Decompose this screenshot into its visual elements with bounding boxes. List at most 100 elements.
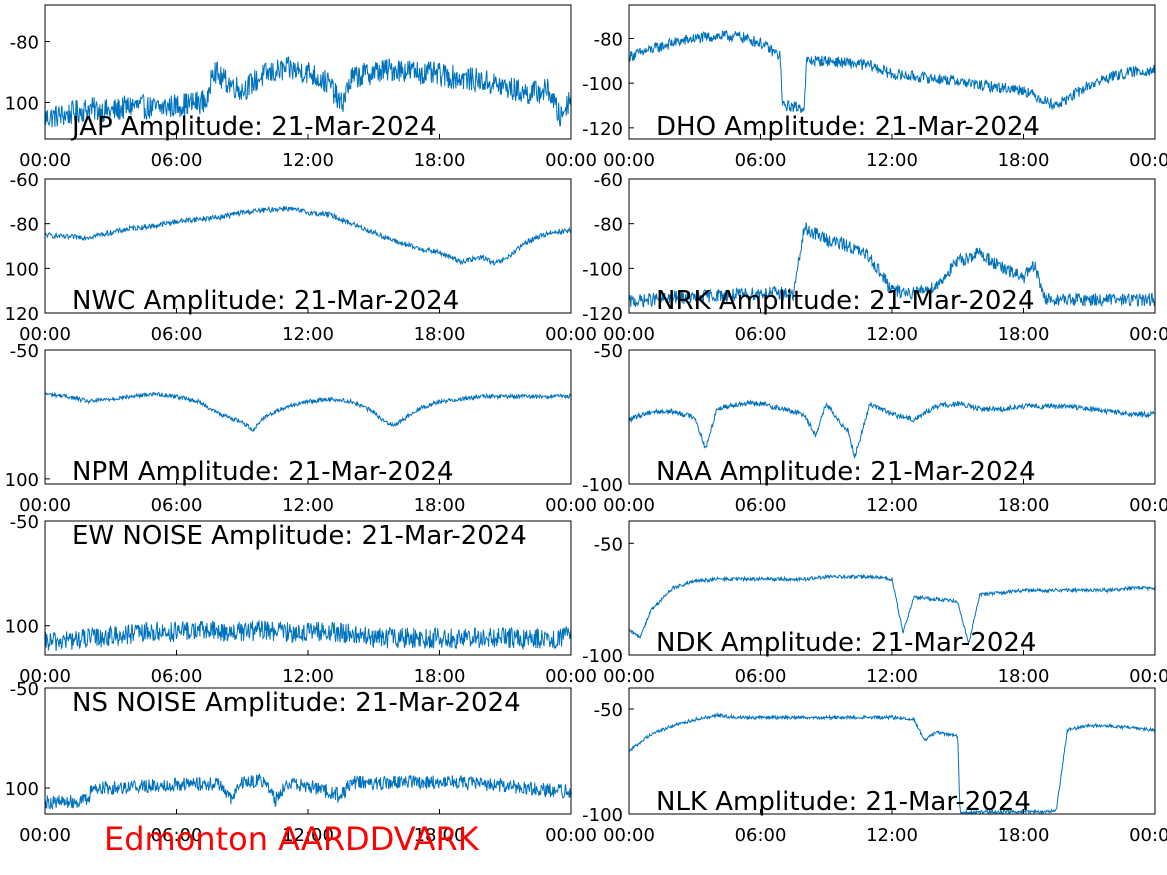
x-tick-label: 00:00	[19, 495, 71, 516]
y-tick-label: -50	[594, 534, 623, 555]
series-line	[45, 391, 571, 433]
x-tick-label: 12:00	[282, 495, 334, 516]
x-tick-label: 18:00	[998, 666, 1050, 687]
x-tick-label: 18:00	[414, 666, 466, 687]
x-tick-label: 00:00	[1129, 666, 1167, 687]
x-tick-label: 00:00	[1129, 495, 1167, 516]
y-tick-label: -80	[594, 30, 623, 51]
x-tick-label: 06:00	[735, 150, 787, 171]
x-tick-label: 00:00	[545, 324, 597, 345]
x-tick-label: 12:00	[866, 825, 918, 846]
x-tick-label: 00:00	[19, 324, 71, 345]
x-tick-label: 12:00	[282, 324, 334, 345]
y-tick-label: -120	[582, 119, 623, 140]
chart-panel-2: -80-100-12000:0006:0012:0018:0000:00DHO …	[582, 4, 1167, 171]
y-tick-label: -60	[10, 170, 39, 191]
x-tick-label: 06:00	[735, 324, 787, 345]
y-tick-label: -100	[582, 259, 623, 280]
chart-panel-9: -50 100 00:00 06:00 12:00 18:00 00:00 NS NOISE …	[5, 679, 597, 846]
series-line	[45, 56, 571, 128]
x-tick-label: 00:00	[545, 666, 597, 687]
chart-title: JAP Amplitude: 21-Mar-2024	[70, 112, 437, 142]
x-tick-label: 12:00	[282, 150, 334, 171]
series-line	[45, 620, 571, 652]
chart-title: NPM Amplitude: 21-Mar-2024	[72, 457, 454, 487]
chart-title: NRK Amplitude: 21-Mar-2024	[656, 286, 1035, 316]
chart-title: NDK Amplitude: 21-Mar-2024	[656, 628, 1036, 658]
chart-panel-7: -50 100 00:00 06:00 12:00 18:00 00:00 EW NOISE …	[5, 512, 597, 687]
series-line	[629, 399, 1155, 459]
y-tick-label: -100	[582, 74, 623, 95]
x-tick-label: 18:00	[414, 150, 466, 171]
y-tick-label: 100	[5, 93, 39, 114]
x-tick-label: 00:00	[603, 666, 655, 687]
x-tick-label: 18:00	[414, 495, 466, 516]
x-tick-label: 18:00	[998, 324, 1050, 345]
y-tick-label: -50	[10, 679, 39, 700]
y-tick-label: -80	[594, 215, 623, 236]
series-line	[45, 773, 571, 811]
y-tick-label: -60	[594, 170, 623, 191]
y-tick-label: -100	[582, 646, 623, 667]
series-line	[629, 29, 1155, 113]
x-tick-label: 12:00	[282, 825, 334, 846]
y-tick-label: -80	[10, 33, 39, 54]
x-tick-label: 06:00	[735, 495, 787, 516]
x-tick-label: 00:00	[603, 825, 655, 846]
y-tick-label: -80	[10, 215, 39, 236]
series-line	[629, 573, 1155, 645]
x-tick-label: 00:00	[1129, 150, 1167, 171]
y-tick-label: 100	[5, 779, 39, 800]
station-label: Edmonton AARDDVARK	[104, 820, 479, 858]
chart-title: NWC Amplitude: 21-Mar-2024	[72, 286, 459, 316]
series-line	[45, 205, 571, 266]
chart-title: NAA Amplitude: 21-Mar-2024	[656, 457, 1036, 487]
x-tick-label: 00:00	[19, 150, 71, 171]
y-tick-label: 100	[5, 617, 39, 638]
y-tick-label: 100	[5, 470, 39, 491]
x-tick-label: 06:00	[151, 825, 203, 846]
x-tick-label: 18:00	[998, 495, 1050, 516]
x-tick-label: 00:00	[1129, 324, 1167, 345]
x-tick-label: 06:00	[735, 825, 787, 846]
x-tick-label: 00:00	[545, 150, 597, 171]
series-line	[629, 222, 1155, 309]
x-tick-label: 00:00	[19, 825, 71, 846]
series-line	[629, 711, 1155, 814]
x-tick-label: 18:00	[998, 150, 1050, 171]
x-tick-label: 12:00	[866, 150, 918, 171]
x-tick-label: 00:00	[603, 324, 655, 345]
x-tick-label: 12:00	[282, 666, 334, 687]
y-tick-label: 100	[5, 259, 39, 280]
y-tick-label: -50	[594, 700, 623, 721]
y-tick-label: 120	[5, 304, 39, 325]
y-tick-label: -100	[582, 805, 623, 826]
chart-panel-1: -80 100 00:00 06:00 12:00 18:00 00:00 JAP Ampli…	[5, 4, 597, 171]
x-tick-label: 00:00	[545, 495, 597, 516]
y-tick-label: -120	[582, 304, 623, 325]
y-tick-label: -50	[10, 341, 39, 362]
y-tick-label: -50	[594, 341, 623, 362]
chart-panel-4: -60-80-100-12000:0006:0012:0018:0000:00N…	[582, 170, 1167, 345]
x-tick-label: 12:00	[866, 495, 918, 516]
x-tick-label: 18:00	[998, 825, 1050, 846]
x-tick-label: 18:00	[414, 324, 466, 345]
y-tick-label: -50	[10, 512, 39, 533]
x-tick-label: 06:00	[151, 666, 203, 687]
x-tick-label: 00:00	[19, 666, 71, 687]
x-tick-label: 00:00	[603, 495, 655, 516]
x-tick-label: 00:00	[603, 150, 655, 171]
x-tick-label: 06:00	[151, 495, 203, 516]
x-tick-label: 12:00	[866, 666, 918, 687]
chart-title: DHO Amplitude: 21-Mar-2024	[656, 112, 1040, 142]
x-tick-label: 06:00	[151, 150, 203, 171]
x-tick-label: 06:00	[735, 666, 787, 687]
x-tick-label: 00:00	[545, 825, 597, 846]
y-tick-label: -100	[582, 475, 623, 496]
x-tick-label: 06:00	[151, 324, 203, 345]
chart-title: EW NOISE Amplitude: 21-Mar-2024	[72, 521, 527, 551]
